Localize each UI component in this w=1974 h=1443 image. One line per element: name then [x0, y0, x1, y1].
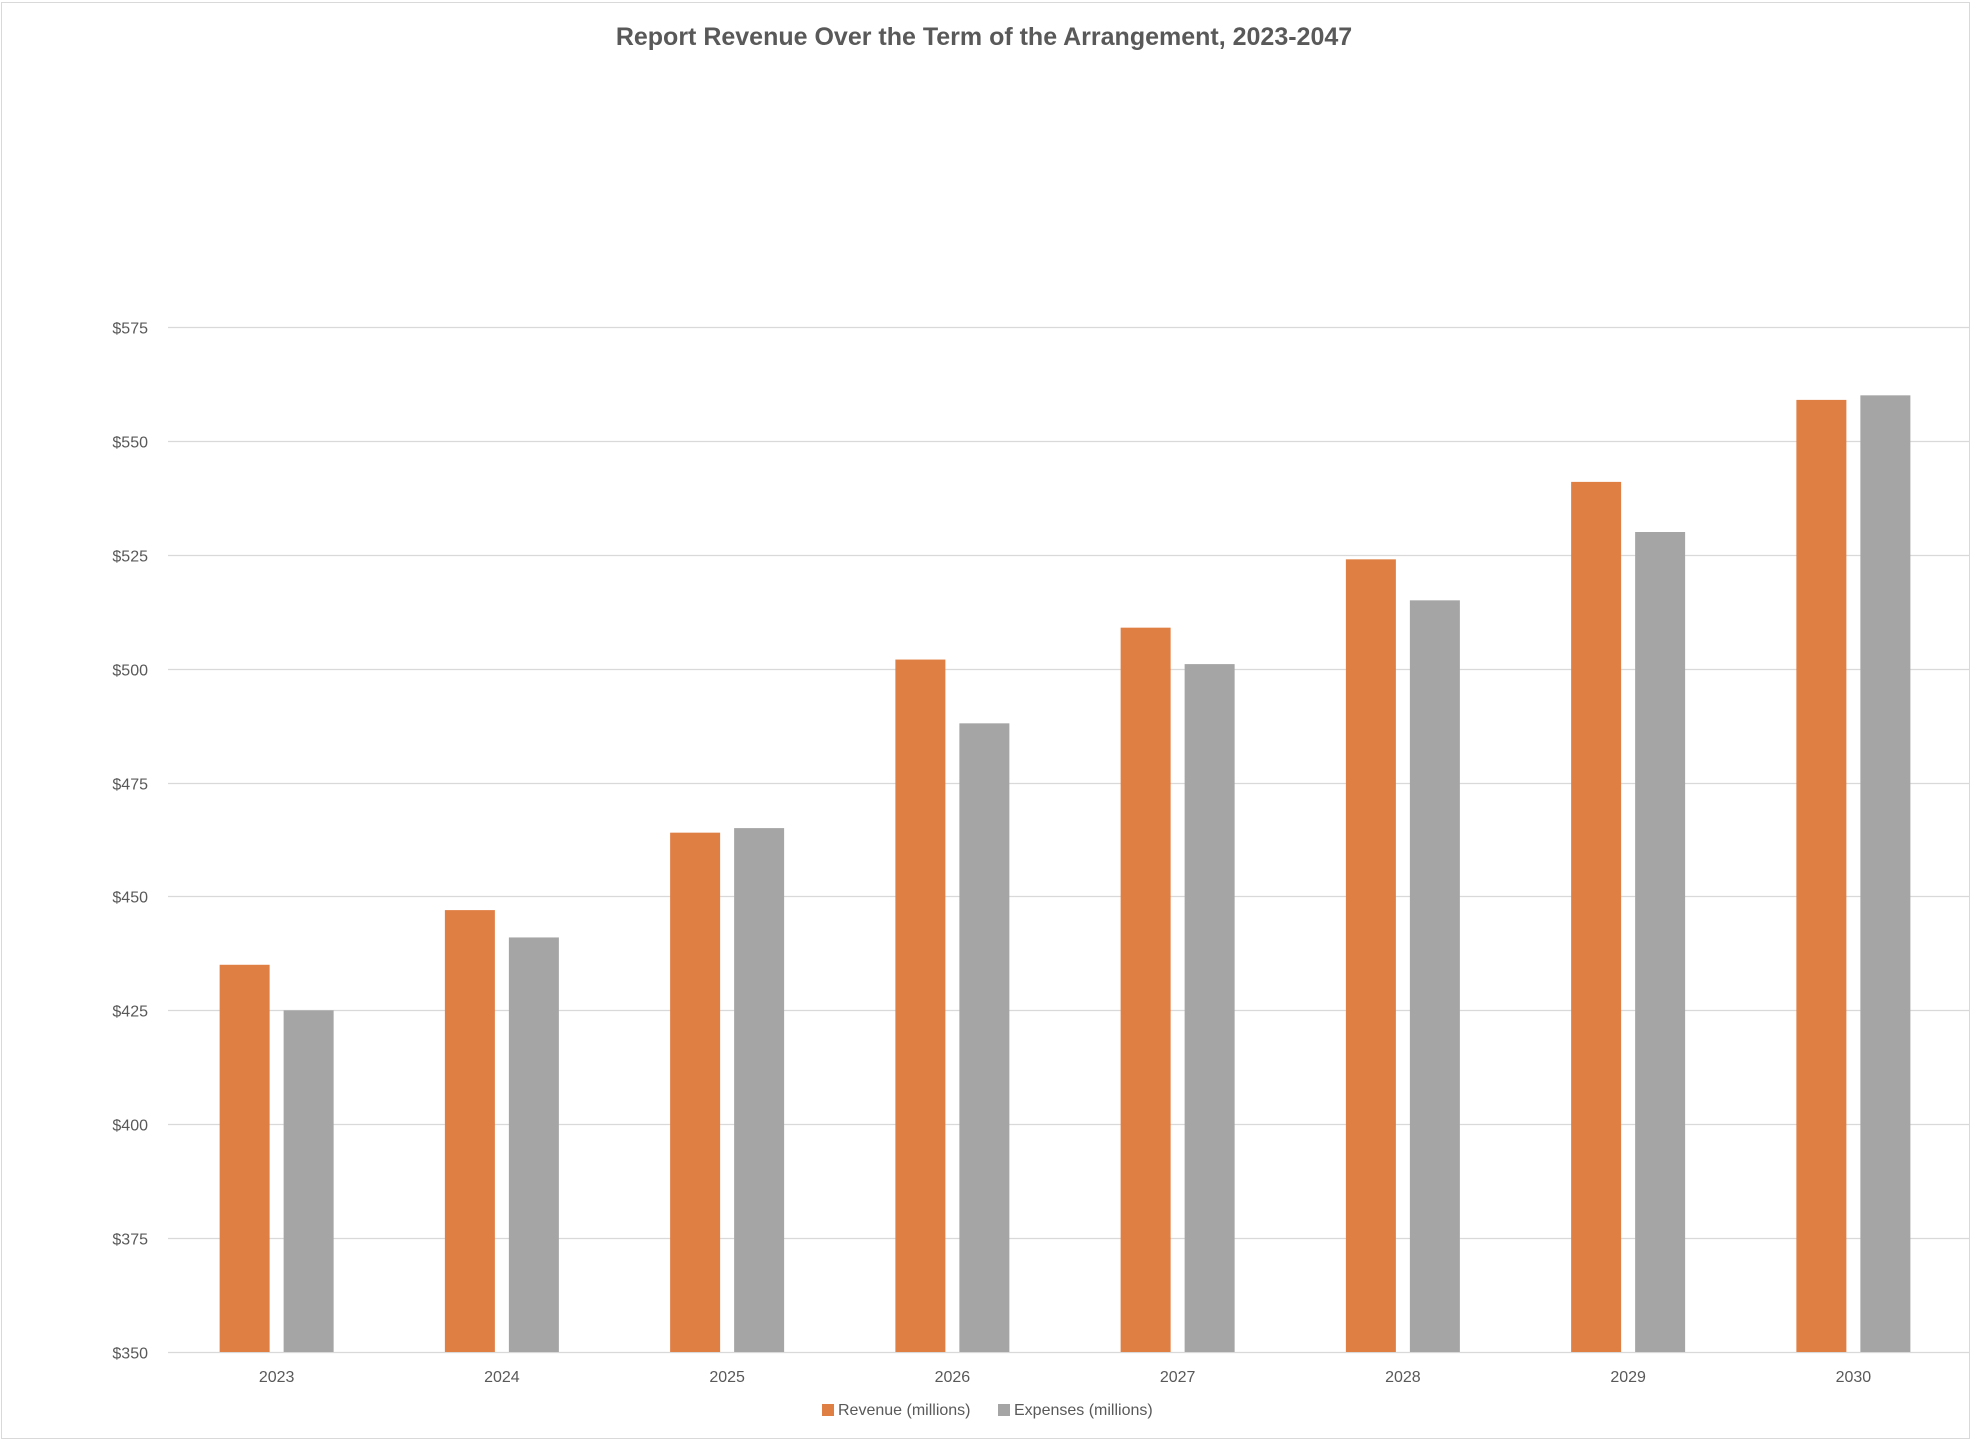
legend-swatch-expenses — [998, 1404, 1010, 1416]
y-tick-label: $400 — [112, 1118, 148, 1135]
y-tick-label: $450 — [112, 890, 148, 907]
bar-expenses-2029 — [1635, 532, 1686, 1352]
bar-revenue-2029 — [1571, 481, 1622, 1352]
bar-revenue-2027 — [1120, 627, 1171, 1352]
y-tick-label: $425 — [112, 1004, 148, 1021]
bar-revenue-2030 — [1796, 399, 1847, 1352]
x-axis-tick-labels: 2023 2024 2025 2026 2027 2028 2029 2030 — [259, 1369, 1871, 1386]
y-tick-label: $500 — [112, 663, 148, 680]
legend-swatch-revenue — [822, 1404, 834, 1416]
legend-label-revenue: Revenue (millions) — [838, 1402, 971, 1419]
x-tick-label: 2023 — [259, 1369, 295, 1386]
y-tick-label: $525 — [112, 549, 148, 566]
y-tick-label: $375 — [112, 1232, 148, 1249]
bar-expenses-2027 — [1184, 664, 1235, 1352]
gridlines — [168, 326, 1970, 1354]
y-axis-tick-labels: $350 $375 $400 $425 $450 $475 $500 $525 $550 $575 — [112, 321, 148, 1363]
bar-revenue-2024 — [444, 910, 495, 1352]
y-tick-label: $575 — [112, 321, 148, 338]
y-tick-label: $550 — [112, 435, 148, 452]
bars — [219, 395, 1911, 1352]
y-tick-label: $350 — [112, 1346, 148, 1363]
legend: Revenue (millions) Expenses (millions) — [822, 1402, 1153, 1419]
chart-title: Report Revenue Over the Term of the Arra… — [616, 23, 1352, 51]
x-tick-label: 2026 — [935, 1369, 971, 1386]
bar-expenses-2026 — [959, 723, 1010, 1352]
x-tick-label: 2030 — [1836, 1369, 1872, 1386]
bar-expenses-2024 — [508, 937, 559, 1352]
bar-expenses-2025 — [734, 828, 785, 1352]
bar-revenue-2025 — [670, 832, 721, 1352]
x-tick-label: 2029 — [1610, 1369, 1646, 1386]
x-tick-label: 2028 — [1385, 1369, 1421, 1386]
y-tick-label: $475 — [112, 777, 148, 794]
bar-expenses-2030 — [1860, 395, 1911, 1352]
x-tick-label: 2025 — [709, 1369, 745, 1386]
bar-revenue-2028 — [1345, 559, 1396, 1352]
x-tick-label: 2024 — [484, 1369, 520, 1386]
bar-revenue-2023 — [219, 964, 270, 1352]
bar-revenue-2026 — [895, 659, 946, 1352]
legend-label-expenses: Expenses (millions) — [1014, 1402, 1153, 1419]
bar-expenses-2023 — [283, 1010, 334, 1352]
x-tick-label: 2027 — [1160, 1369, 1196, 1386]
bar-expenses-2028 — [1409, 600, 1460, 1352]
